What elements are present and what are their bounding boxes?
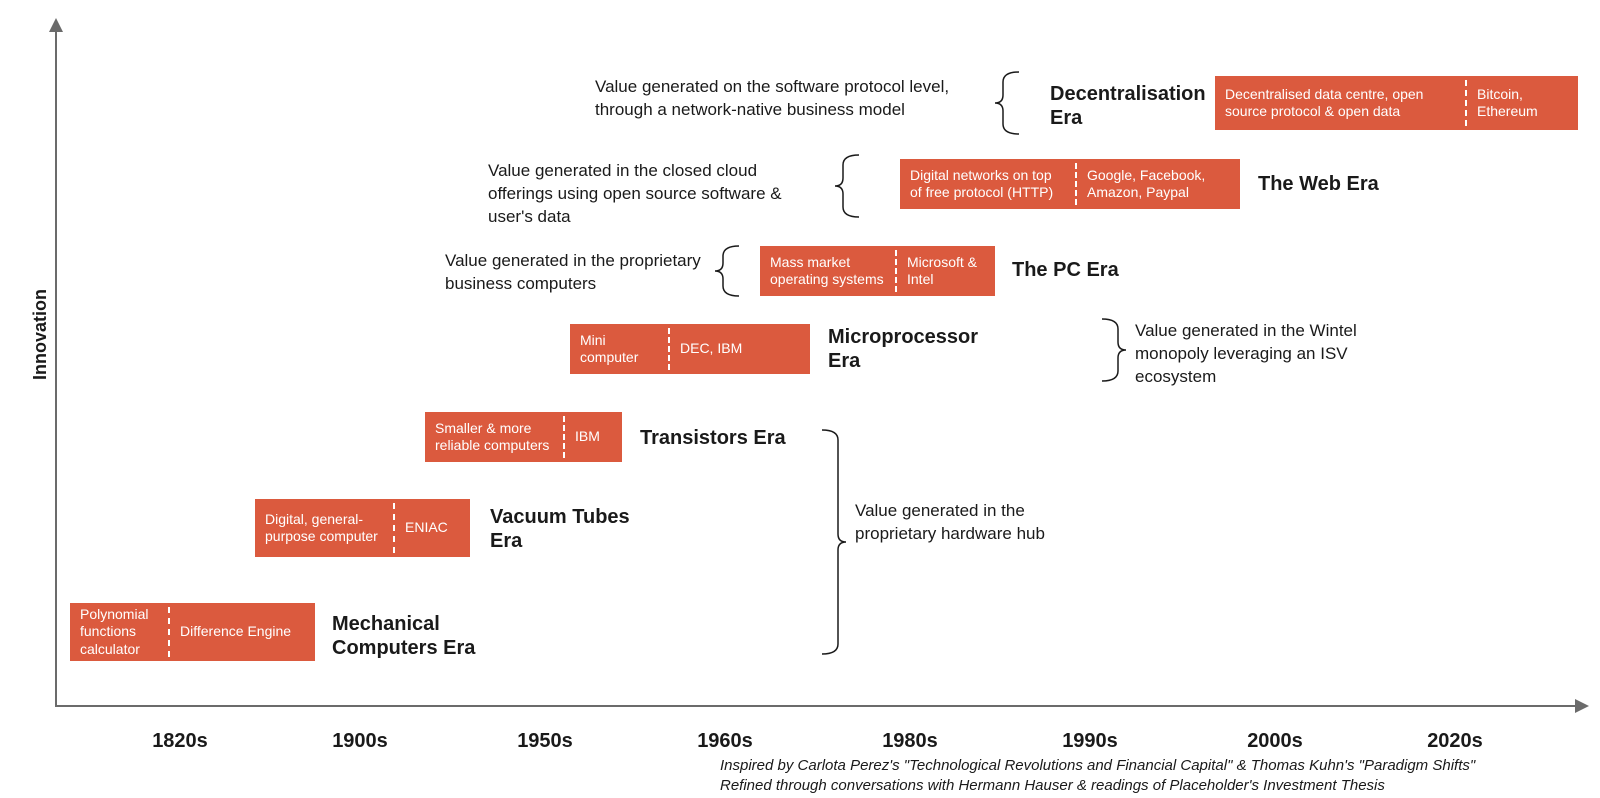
y-axis-line <box>55 30 57 705</box>
value-note: Value generated in the proprietary hardw… <box>855 500 1075 546</box>
era-bar-microprocessor: Mini computerDEC, IBM <box>570 324 810 374</box>
x-tick: 1950s <box>517 730 573 753</box>
y-axis-arrow <box>49 18 63 32</box>
era-title-transistors: Transistors Era <box>640 426 840 450</box>
x-tick: 1980s <box>882 730 938 753</box>
y-axis-label: Innovation <box>30 289 51 380</box>
era-seg-b: Difference Engine <box>170 603 315 661</box>
era-seg-a: Mass market operating systems <box>760 246 895 296</box>
era-seg-a: Digital, general-purpose computer <box>255 499 393 557</box>
era-bar-pc: Mass market operating systemsMicrosoft &… <box>760 246 995 296</box>
x-tick: 2000s <box>1247 730 1303 753</box>
era-title-microprocessor: Microprocessor Era <box>828 325 998 373</box>
era-seg-a: Polynomial functions calculator <box>70 603 168 661</box>
x-axis-arrow <box>1575 699 1589 713</box>
value-note: Value generated in the Wintel monopoly l… <box>1135 320 1405 389</box>
value-note: Value generated in the proprietary busin… <box>445 250 705 296</box>
era-bar-transistors: Smaller & more reliable computersIBM <box>425 412 622 462</box>
era-title-web: The Web Era <box>1258 172 1418 196</box>
footnote: Inspired by Carlota Perez's "Technologic… <box>720 756 1580 776</box>
value-note: Value generated in the closed cloud offe… <box>488 160 823 229</box>
era-seg-b: Google, Facebook, Amazon, Paypal <box>1077 159 1240 209</box>
era-seg-a: Decentralised data centre, open source p… <box>1215 76 1465 130</box>
era-title-vacuum: Vacuum Tubes Era <box>490 505 650 553</box>
era-title-decentralisation: Decentralisation Era <box>1050 82 1230 130</box>
era-bar-web: Digital networks on top of free protocol… <box>900 159 1240 209</box>
era-seg-b: DEC, IBM <box>670 324 810 374</box>
footnote: Refined through conversations with Herma… <box>720 776 1580 796</box>
era-bar-mechanical: Polynomial functions calculatorDifferenc… <box>70 603 315 661</box>
era-seg-b: IBM <box>565 412 622 462</box>
era-seg-b: Bitcoin, Ethereum <box>1467 76 1578 130</box>
era-bar-vacuum: Digital, general-purpose computerENIAC <box>255 499 470 557</box>
x-tick: 1900s <box>332 730 388 753</box>
x-tick: 1820s <box>152 730 208 753</box>
era-seg-a: Digital networks on top of free protocol… <box>900 159 1075 209</box>
value-note: Value generated on the software protocol… <box>595 76 985 122</box>
era-seg-b: ENIAC <box>395 499 470 557</box>
era-seg-b: Microsoft & Intel <box>897 246 995 296</box>
x-axis-line <box>55 705 1575 707</box>
era-seg-a: Mini computer <box>570 324 668 374</box>
x-tick: 2020s <box>1427 730 1483 753</box>
timeline-chart: Innovation 1820s 1900s 1950s 1960s 1980s 1990s… <box>0 0 1600 798</box>
era-seg-a: Smaller & more reliable computers <box>425 412 563 462</box>
era-bar-decentralisation: Decentralised data centre, open source p… <box>1215 76 1578 130</box>
x-tick: 1990s <box>1062 730 1118 753</box>
x-tick: 1960s <box>697 730 753 753</box>
era-title-pc: The PC Era <box>1012 258 1162 282</box>
era-title-mechanical: Mechanical Computers Era <box>332 612 532 660</box>
